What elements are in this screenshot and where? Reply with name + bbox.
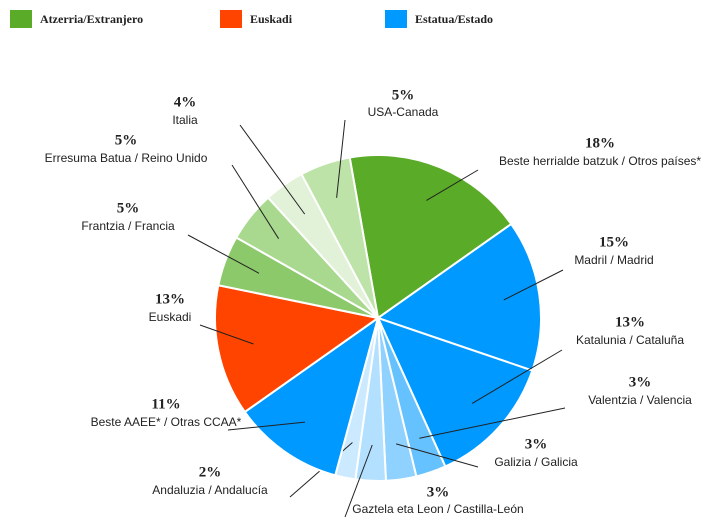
slice-label: Italia <box>172 113 198 127</box>
leader-line <box>187 234 260 274</box>
value-label: 13% <box>615 314 645 330</box>
pie-slice <box>375 222 542 372</box>
leader-line <box>239 124 306 215</box>
value-label: 11% <box>151 396 180 412</box>
value-label: 5% <box>115 132 138 148</box>
slice-label: Galizia / Galicia <box>494 455 578 469</box>
slice-label: USA-Canada <box>368 105 439 119</box>
value-label: 3% <box>427 484 450 500</box>
legend-label: Estatua/Estado <box>415 12 493 26</box>
leader-line <box>199 324 254 345</box>
pie-slice <box>214 284 381 414</box>
pie-slice <box>376 316 534 468</box>
value-label: 18% <box>585 135 615 151</box>
value-label: 5% <box>392 87 415 103</box>
value-label: 3% <box>525 436 548 452</box>
value-label: 15% <box>599 234 629 250</box>
value-label: 5% <box>117 200 140 216</box>
leader-line <box>231 164 280 239</box>
slice-label: Euskadi <box>149 310 192 324</box>
leader-line <box>336 119 346 198</box>
leader-line <box>419 407 566 439</box>
pie-slice <box>300 156 379 319</box>
leader-line <box>395 443 479 468</box>
pie-slice <box>243 315 380 477</box>
legend-swatch <box>385 10 407 28</box>
leader-line <box>344 444 373 518</box>
value-label: 2% <box>199 464 222 480</box>
slice-label: Valentzia / Valencia <box>588 393 692 407</box>
legend-label: Atzerria/Extranjero <box>40 12 143 26</box>
slice-label: Katalunia / Cataluña <box>576 333 684 347</box>
slice-label: Frantzia / Francia <box>81 219 175 233</box>
legend-swatch <box>220 10 242 28</box>
slice-label: Madril / Madrid <box>574 253 653 267</box>
leader-line <box>503 269 564 301</box>
leader-line <box>471 349 563 404</box>
slice-label: Erresuma Batua / Reino Unido <box>45 151 208 165</box>
slice-label: Beste AAEE* / Otras CCAA* <box>91 415 242 429</box>
slice-label: Gaztela eta Leon / Castilla-León <box>352 502 523 516</box>
slice-label: Beste herrialde batzuk / Otros países* <box>499 154 701 168</box>
value-label: 13% <box>155 291 185 307</box>
pie-slice <box>348 154 513 320</box>
legend-swatch <box>10 10 32 28</box>
value-label: 3% <box>629 374 652 390</box>
value-label: 4% <box>174 94 197 110</box>
leader-line <box>227 421 306 431</box>
slice-label: Andaluzia / Andalucía <box>152 483 268 497</box>
legend-label: Euskadi <box>250 12 293 26</box>
leader-line <box>426 169 479 201</box>
